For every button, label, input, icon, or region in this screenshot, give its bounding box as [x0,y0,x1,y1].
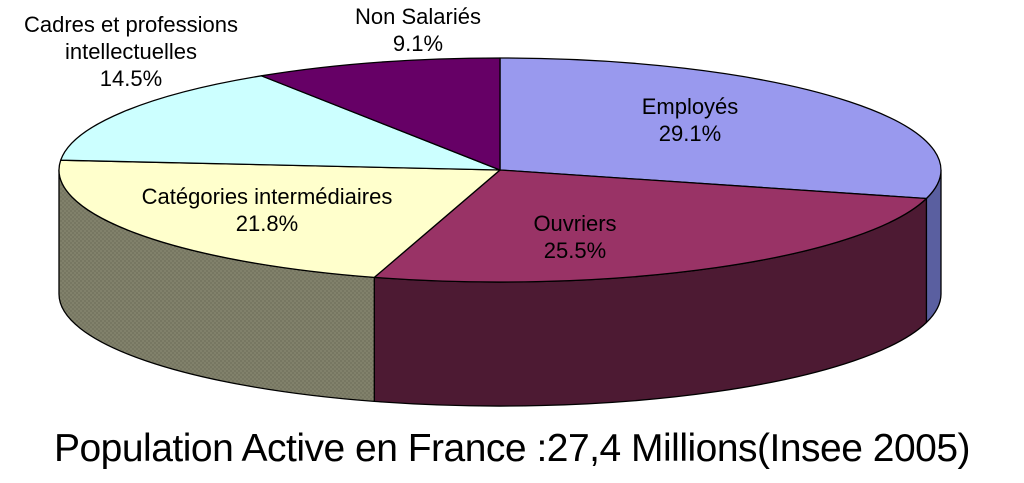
slice-label-non-salaries: Non Salariés 9.1% [355,3,481,57]
slice-label-line: Ouvriers [533,211,617,236]
pie-slice-categories-intermediaires [58,159,501,279]
slice-percent: 21.8% [235,211,299,236]
slice-percent: 14.5% [99,66,163,91]
slice-label-line: Cadres et professions [24,12,238,37]
slice-label-cadres: Cadres et professions intellectuelles 14… [24,11,238,92]
slice-percent: 25.5% [543,238,607,263]
pie-slice-employes [499,57,942,200]
pie-slice-ouvriers [373,169,928,283]
slice-label-line: intellectuelles [64,39,198,64]
slice-label-ouvriers: Ouvriers 25.5% [533,210,616,264]
pie-slice-non-salaries [260,57,501,171]
slice-percent: 29.1% [658,121,722,146]
pie-slice-cadres [60,75,501,171]
slice-label-line: Employés [641,94,739,119]
slice-percent: 9.1% [392,31,444,56]
slice-label-employes: Employés 29.1% [642,93,739,147]
slice-label-line: Catégories intermédiaires [141,184,393,209]
slice-label-categories: Catégories intermédiaires 21.8% [142,183,393,237]
chart-title: Population Active en France :27,4 Millio… [53,427,971,470]
slice-label-line: Non Salariés [355,4,481,29]
